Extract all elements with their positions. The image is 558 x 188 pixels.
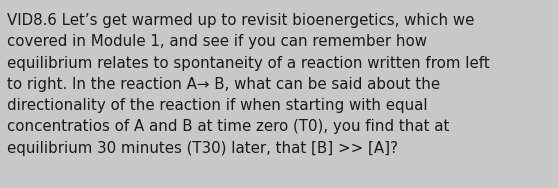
Text: VID8.6 Let’s get warmed up to revisit bioenergetics, which we
covered in Module : VID8.6 Let’s get warmed up to revisit bi…: [7, 13, 489, 156]
